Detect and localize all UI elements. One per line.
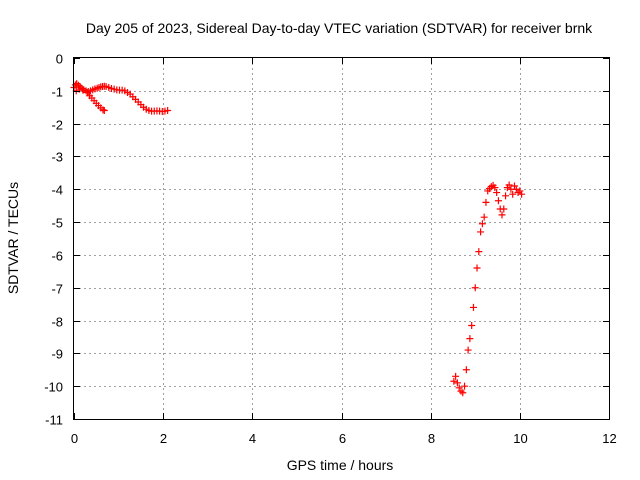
- y-tick-label: -10: [44, 380, 63, 395]
- data-point: [468, 321, 476, 329]
- data-point: [471, 284, 479, 292]
- plot-frame: [73, 57, 610, 420]
- data-point: [79, 86, 87, 94]
- y-tick-label: -7: [51, 282, 63, 297]
- y-tick-label: -9: [51, 347, 63, 362]
- data-point: [464, 346, 472, 354]
- data-point: [516, 187, 524, 195]
- data-series: [450, 181, 526, 397]
- data-point: [509, 190, 517, 198]
- data-point: [450, 377, 458, 385]
- x-tick-label: 10: [513, 431, 527, 446]
- data-point: [493, 189, 501, 197]
- data-point: [459, 389, 467, 397]
- data-point: [518, 190, 526, 198]
- data-point: [473, 264, 481, 272]
- data-point: [480, 213, 488, 221]
- data-point: [100, 107, 108, 115]
- chart-title: Day 205 of 2023, Sidereal Day-to-day VTE…: [86, 20, 593, 36]
- data-point: [500, 205, 508, 213]
- data-point: [477, 228, 485, 236]
- data-point: [512, 185, 520, 193]
- data-point: [461, 382, 469, 390]
- y-tick-label: -6: [51, 249, 63, 264]
- y-tick-label: -1: [51, 85, 63, 100]
- data-point: [475, 248, 483, 256]
- y-tick-label: -11: [45, 413, 63, 428]
- data-point: [99, 106, 107, 114]
- data-point: [502, 192, 510, 200]
- data-point: [455, 384, 463, 392]
- data-point: [482, 198, 490, 206]
- y-tick-label: -3: [51, 150, 63, 165]
- x-axis-label: GPS time / hours: [287, 457, 394, 473]
- data-point: [453, 379, 461, 387]
- data-point: [494, 197, 502, 205]
- data-point: [510, 182, 518, 190]
- data-point: [514, 189, 522, 197]
- x-tick-label: 4: [249, 431, 256, 446]
- data-point: [462, 366, 470, 374]
- marker-layer: [70, 80, 526, 397]
- data-point: [491, 184, 499, 192]
- y-tick-label: -8: [51, 315, 63, 330]
- data-point: [505, 181, 513, 189]
- data-point: [498, 211, 506, 219]
- y-tick-label: 0: [56, 52, 63, 67]
- data-point: [164, 107, 172, 115]
- data-point: [452, 372, 460, 380]
- x-tick-label: 0: [71, 431, 78, 446]
- x-tick-label: 12: [602, 431, 616, 446]
- y-tick-label: -4: [51, 183, 63, 198]
- data-series: [70, 80, 172, 115]
- y-axis-label: SDTVAR / TECUs: [5, 182, 21, 294]
- y-tick-label: -5: [51, 216, 63, 231]
- data-point: [469, 303, 477, 311]
- y-tick-label: -2: [51, 118, 63, 133]
- data-point: [95, 84, 103, 92]
- x-tick-label: 2: [160, 431, 167, 446]
- data-point: [478, 220, 486, 228]
- x-tick-label: 6: [339, 431, 346, 446]
- x-tick-label: 8: [428, 431, 435, 446]
- data-point: [457, 387, 465, 395]
- tick-layer: 0 2 4 6 8 10 12 0 -1 -2 -3 -4 -5 -6 -7 -8 -9 -10 -11: [44, 52, 617, 447]
- data-point: [466, 335, 474, 343]
